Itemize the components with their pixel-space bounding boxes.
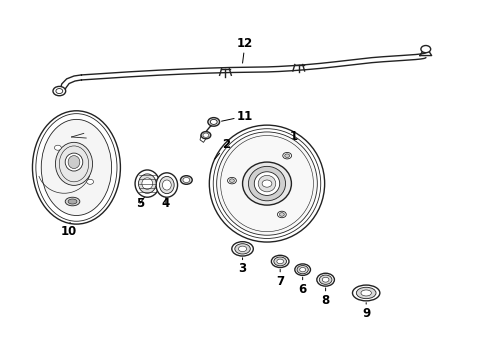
Ellipse shape [235, 244, 250, 254]
Circle shape [229, 179, 234, 183]
Ellipse shape [300, 267, 306, 272]
Ellipse shape [258, 175, 276, 192]
Circle shape [210, 120, 217, 125]
Circle shape [87, 179, 94, 184]
Ellipse shape [317, 273, 334, 286]
Ellipse shape [65, 153, 83, 171]
Text: 9: 9 [362, 303, 370, 320]
Circle shape [54, 145, 61, 150]
Ellipse shape [68, 156, 80, 168]
Ellipse shape [356, 287, 376, 299]
Ellipse shape [156, 173, 177, 197]
Circle shape [203, 133, 209, 137]
Circle shape [183, 177, 190, 183]
Ellipse shape [55, 142, 93, 185]
Text: 11: 11 [221, 110, 253, 123]
Ellipse shape [159, 176, 174, 194]
Circle shape [208, 118, 220, 126]
Text: 12: 12 [237, 37, 253, 63]
Circle shape [201, 132, 211, 139]
Ellipse shape [243, 162, 292, 205]
Ellipse shape [232, 242, 253, 256]
Ellipse shape [361, 290, 371, 296]
Ellipse shape [319, 275, 332, 284]
Circle shape [421, 45, 431, 53]
Ellipse shape [248, 166, 286, 201]
Circle shape [56, 89, 63, 94]
Ellipse shape [274, 257, 287, 266]
Ellipse shape [271, 255, 289, 267]
Text: 4: 4 [162, 197, 170, 210]
Text: 5: 5 [136, 196, 146, 210]
Ellipse shape [322, 277, 329, 282]
Ellipse shape [239, 246, 246, 252]
Ellipse shape [297, 266, 308, 274]
Ellipse shape [217, 132, 318, 235]
Ellipse shape [209, 125, 325, 242]
Text: 1: 1 [270, 130, 298, 144]
Ellipse shape [254, 172, 280, 195]
Ellipse shape [162, 180, 171, 190]
Circle shape [277, 211, 286, 218]
Ellipse shape [135, 170, 159, 197]
Circle shape [53, 86, 66, 96]
Ellipse shape [277, 259, 284, 264]
Text: 7: 7 [276, 269, 284, 288]
Text: 3: 3 [239, 258, 246, 275]
Circle shape [285, 154, 290, 157]
Ellipse shape [68, 199, 77, 204]
Ellipse shape [41, 120, 112, 216]
Ellipse shape [352, 285, 380, 301]
Ellipse shape [142, 178, 153, 189]
Text: 6: 6 [298, 277, 307, 296]
Ellipse shape [295, 264, 311, 275]
Text: 8: 8 [321, 288, 330, 307]
Ellipse shape [180, 176, 192, 184]
Ellipse shape [139, 174, 156, 193]
Circle shape [262, 180, 272, 187]
Circle shape [227, 177, 236, 184]
Text: 2: 2 [215, 138, 230, 159]
Circle shape [283, 152, 292, 159]
Circle shape [279, 213, 284, 216]
Ellipse shape [32, 111, 121, 224]
Text: 10: 10 [61, 222, 77, 238]
Ellipse shape [65, 197, 80, 206]
